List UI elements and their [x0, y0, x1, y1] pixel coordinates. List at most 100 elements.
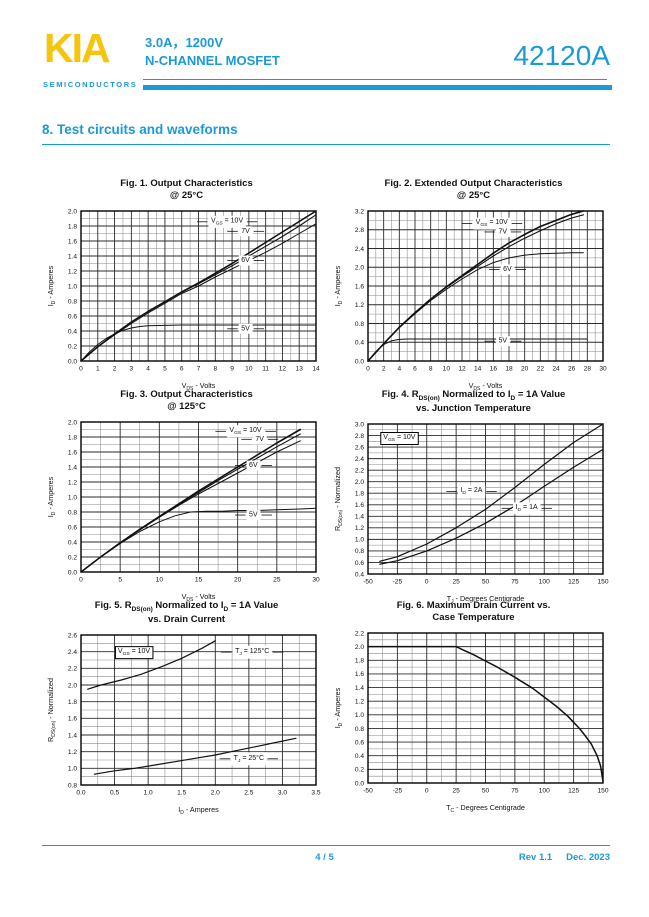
svg-text:1.8: 1.8 — [68, 223, 77, 230]
svg-text:100: 100 — [539, 787, 550, 794]
svg-text:VGS = 10V: VGS = 10V — [476, 219, 509, 228]
svg-text:3: 3 — [130, 365, 134, 372]
svg-text:1.0: 1.0 — [68, 494, 77, 501]
svg-text:ID = 1A: ID = 1A — [516, 504, 538, 513]
svg-text:TJ = 25°C: TJ = 25°C — [234, 754, 264, 764]
svg-text:1.2: 1.2 — [355, 525, 364, 532]
svg-text:VDS - Volts: VDS - Volts — [469, 381, 503, 391]
figure-3: Fig. 3. Output Characteristics @ 125°C 0… — [45, 389, 328, 602]
figure-4-caption: Fig. 4. RDS(on) Normalized to ID = 1A Va… — [332, 389, 615, 415]
svg-text:VGS = 10V: VGS = 10V — [383, 434, 416, 443]
charts-grid: Fig. 1. Output Characteristics @ 25°C 0 1… — [45, 178, 615, 815]
svg-text:-50: -50 — [363, 578, 373, 585]
svg-text:-25: -25 — [393, 787, 403, 794]
svg-text:1.2: 1.2 — [355, 698, 364, 705]
svg-text:25: 25 — [452, 787, 460, 794]
svg-text:3.0: 3.0 — [278, 789, 287, 796]
figure-5-plot: 0.0 0.5 1.0 1.5 2.0 2.5 3.0 3.5 0.8 1.0 1.2 1.4 1.6 1… — [46, 632, 321, 815]
svg-text:2.0: 2.0 — [68, 419, 77, 426]
svg-text:1.8: 1.8 — [355, 657, 364, 664]
logo-subtitle: SEMICONDUCTORS — [43, 80, 138, 89]
svg-text:2: 2 — [382, 365, 386, 372]
svg-text:0.4: 0.4 — [68, 328, 77, 335]
svg-text:5V: 5V — [249, 511, 258, 518]
svg-text:1.5: 1.5 — [177, 789, 186, 796]
svg-text:1.0: 1.0 — [355, 712, 364, 719]
svg-text:1.4: 1.4 — [68, 732, 77, 739]
chart-title: Fig. 4. RDS(on) Normalized to ID = 1A Va… — [381, 389, 566, 402]
svg-text:VDS - Volts: VDS - Volts — [182, 592, 216, 602]
svg-text:3.5: 3.5 — [311, 789, 320, 796]
svg-text:1.4: 1.4 — [355, 685, 364, 692]
svg-text:1.0: 1.0 — [68, 283, 77, 290]
svg-text:2.4: 2.4 — [355, 456, 364, 463]
svg-text:2.2: 2.2 — [355, 630, 364, 637]
svg-text:30: 30 — [312, 576, 320, 583]
svg-text:0.0: 0.0 — [68, 358, 77, 365]
svg-text:150: 150 — [597, 578, 608, 585]
chart-title: Fig. 6. Maximum Drain Current vs. — [396, 600, 551, 611]
svg-text:0.0: 0.0 — [68, 569, 77, 576]
footer-rule — [42, 845, 610, 846]
svg-text:ID - Amperes: ID - Amperes — [333, 265, 344, 306]
svg-text:VGS = 10V: VGS = 10V — [118, 648, 151, 657]
svg-text:VDS - Volts: VDS - Volts — [182, 381, 216, 391]
figure-3-caption: Fig. 3. Output Characteristics @ 125°C — [45, 389, 328, 413]
figure-5: Fig. 5. RDS(on) Normalized to ID = 1A Va… — [45, 600, 328, 815]
svg-text:6V: 6V — [241, 257, 250, 264]
svg-text:1.6: 1.6 — [68, 715, 77, 722]
chart-title: Fig. 2. Extended Output Characteristics — [384, 178, 563, 189]
svg-text:7V: 7V — [241, 228, 250, 235]
svg-text:1.6: 1.6 — [68, 238, 77, 245]
svg-text:125: 125 — [568, 787, 579, 794]
svg-text:26: 26 — [568, 365, 576, 372]
figure-1-caption: Fig. 1. Output Characteristics @ 25°C — [45, 178, 328, 202]
svg-text:-50: -50 — [363, 787, 373, 794]
svg-text:0.8: 0.8 — [68, 509, 77, 516]
svg-text:0.4: 0.4 — [355, 571, 364, 578]
figure-6-caption: Fig. 6. Maximum Drain Current vs. Case T… — [332, 600, 615, 624]
chart-title: Fig. 3. Output Characteristics — [120, 389, 253, 400]
svg-text:0: 0 — [79, 365, 83, 372]
svg-text:10: 10 — [156, 576, 164, 583]
svg-text:TC - Degrees Centigrade: TC - Degrees Centigrade — [446, 803, 525, 813]
svg-text:6V: 6V — [503, 266, 512, 273]
svg-text:6: 6 — [180, 365, 184, 372]
svg-text:0.6: 0.6 — [355, 739, 364, 746]
svg-text:7V: 7V — [498, 228, 507, 235]
revision-date: Dec. 2023 — [566, 852, 610, 863]
chart-title: Fig. 5. RDS(on) Normalized to ID = 1A Va… — [94, 600, 279, 613]
svg-text:150: 150 — [597, 787, 608, 794]
section-heading: 8. Test circuits and waveforms — [42, 122, 610, 145]
svg-text:2.8: 2.8 — [355, 227, 364, 234]
svg-text:10: 10 — [443, 365, 451, 372]
svg-text:VGS = 10V: VGS = 10V — [229, 427, 262, 436]
figure-2-plot: 0 2 4 6 8 10 12 14 16 18 20 22 24 26 28 300.00.40.81.21… — [333, 208, 607, 391]
chart-subtitle: @ 25°C — [169, 189, 204, 201]
figure-6: Fig. 6. Maximum Drain Current vs. Case T… — [332, 600, 615, 813]
svg-text:15: 15 — [195, 576, 203, 583]
svg-text:14: 14 — [474, 365, 482, 372]
svg-text:0: 0 — [79, 576, 83, 583]
svg-text:0.8: 0.8 — [355, 548, 364, 555]
svg-text:RDS(on) - Normalized: RDS(on) - Normalized — [46, 678, 57, 742]
svg-text:8: 8 — [429, 365, 433, 372]
revision-label: Rev 1.1 — [518, 852, 553, 863]
chart-title: Fig. 1. Output Characteristics — [120, 178, 253, 189]
figure-6-plot: -50 -25 0 25 50 75 100 125 150 0.0 0.2 0.4 0.6 0.8 1.0… — [333, 630, 609, 813]
svg-text:8: 8 — [213, 365, 217, 372]
svg-text:9: 9 — [230, 365, 234, 372]
figure-2-caption: Fig. 2. Extended Output Characteristics … — [332, 178, 615, 202]
product-rating: 3.0A，1200V — [145, 35, 224, 50]
svg-text:1.6: 1.6 — [355, 671, 364, 678]
svg-text:0.0: 0.0 — [76, 789, 85, 796]
svg-text:18: 18 — [505, 365, 513, 372]
svg-text:30: 30 — [599, 365, 607, 372]
svg-text:14: 14 — [312, 365, 320, 372]
svg-text:0: 0 — [425, 578, 429, 585]
figure-5-caption: Fig. 5. RDS(on) Normalized to ID = 1A Va… — [45, 600, 328, 626]
svg-text:2.2: 2.2 — [68, 665, 77, 672]
svg-text:2.0: 2.0 — [355, 644, 364, 651]
svg-text:7V: 7V — [255, 436, 264, 443]
svg-text:1.4: 1.4 — [68, 253, 77, 260]
